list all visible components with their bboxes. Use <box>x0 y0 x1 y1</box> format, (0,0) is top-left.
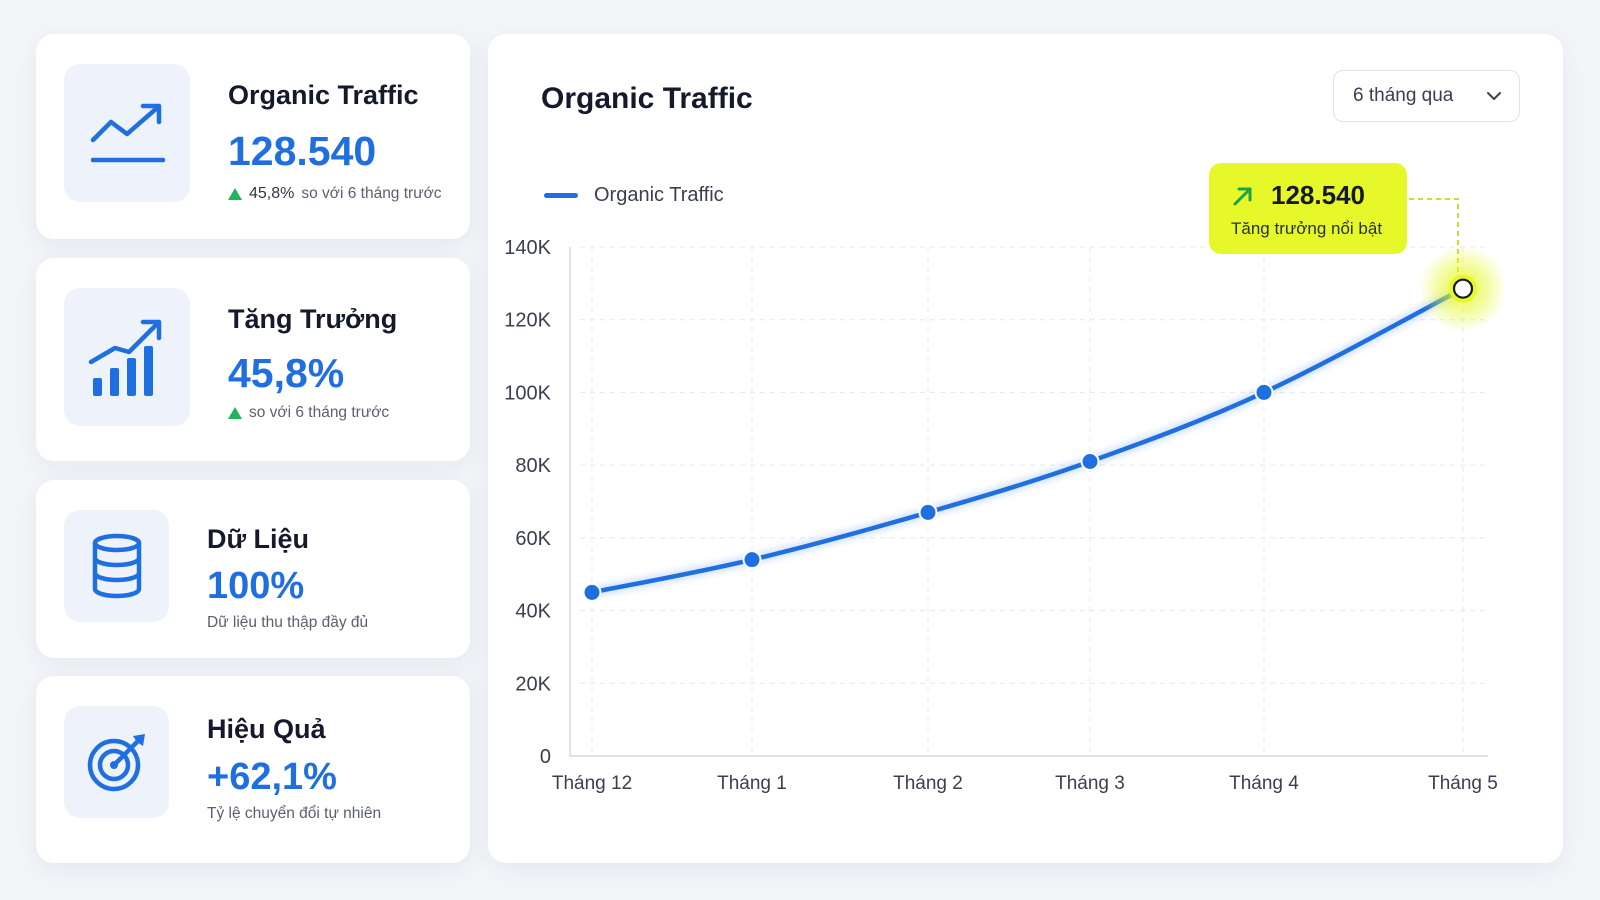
y-tick-label: 20K <box>515 673 551 695</box>
kpi-note: Dữ liệu thu thập đầy đủ <box>207 614 369 631</box>
chart-title: Organic Traffic <box>541 82 753 115</box>
kpi-value: +62,1% <box>207 756 337 798</box>
legend-swatch <box>544 193 578 198</box>
kpi-value: 45,8% <box>228 350 345 396</box>
series-line-glow <box>591 285 1465 597</box>
data-point <box>582 582 602 602</box>
callout-label: Tăng trưởng nổi bật <box>1231 219 1383 238</box>
x-tick-label: Tháng 3 <box>1055 773 1125 794</box>
arrow-up-right-icon <box>1233 187 1252 205</box>
data-point <box>1254 382 1274 402</box>
chart-legend: Organic Traffic <box>544 184 724 207</box>
up-triangle-icon <box>228 407 242 419</box>
data-point <box>918 502 938 522</box>
kpi-title: Tăng Trưởng <box>228 304 398 334</box>
kpi-card-efficiency: Hiệu Quả +62,1% Tỷ lệ chuyển đổi tự nhiê… <box>36 676 470 863</box>
kpi-card-data: Dữ Liệu 100% Dữ liệu thu thập đầy đủ <box>36 480 470 658</box>
kpi-title: Organic Traffic <box>228 80 419 110</box>
kpi-change: so với 6 tháng trước <box>228 404 389 422</box>
callout-value: 128.540 <box>1271 180 1365 210</box>
kpi-note: Tỷ lệ chuyển đổi tự nhiên <box>207 805 382 822</box>
target-icon <box>87 734 145 792</box>
kpi-card-organic-traffic: Organic Traffic 128.540 45,8% so với 6 t… <box>36 34 470 239</box>
y-tick-label: 60K <box>515 528 551 550</box>
target-icon-box <box>64 706 169 818</box>
kpi-value: 128.540 <box>228 128 377 174</box>
y-tick-label: 120K <box>504 310 551 332</box>
y-tick-label: 40K <box>515 601 551 623</box>
database-icon <box>92 533 141 599</box>
x-tick-label: Tháng 4 <box>1229 773 1299 794</box>
x-tick-label: Tháng 1 <box>717 773 787 794</box>
kpi-note: so với 6 tháng trước <box>249 404 390 421</box>
bar-growth-icon <box>88 319 162 396</box>
trend-line-icon-box <box>64 64 190 202</box>
range-select[interactable]: 6 tháng qua <box>1333 70 1520 122</box>
kpi-title: Dữ Liệu <box>207 524 310 554</box>
x-tick-label: Tháng 12 <box>552 773 632 794</box>
kpi-title: Hiệu Quả <box>207 714 326 744</box>
series-line <box>589 286 1466 595</box>
y-tick-label: 80K <box>515 455 551 477</box>
y-tick-label: 0 <box>540 746 551 768</box>
data-point <box>742 550 762 570</box>
line-chart: 0 20K 40K 60K 80K 100K 120K 140K Tháng 12 Tháng 1… <box>504 198 1507 794</box>
bar-growth-icon-box <box>64 288 190 426</box>
chevron-down-icon <box>1487 92 1501 100</box>
data-point <box>1080 452 1100 472</box>
y-tick-label: 140K <box>504 237 551 259</box>
chart-card: Organic Traffic 6 tháng qua Organic Traf… <box>488 34 1563 863</box>
kpi-card-growth: Tăng Trưởng 45,8% so với 6 tháng trước <box>36 258 470 461</box>
x-tick-label: Tháng 5 <box>1428 773 1498 794</box>
highlight-callout: 128.540 Tăng trưởng nổi bật <box>1209 163 1407 254</box>
up-triangle-icon <box>228 188 242 200</box>
highlight-point <box>1452 278 1474 299</box>
kpi-change: 45,8% so với 6 tháng trước <box>228 185 442 203</box>
x-tick-label: Tháng 2 <box>893 773 963 794</box>
legend-label: Organic Traffic <box>594 184 724 206</box>
kpi-value: 100% <box>207 565 305 607</box>
kpi-change-percent: 45,8% <box>249 185 295 202</box>
database-icon-box <box>64 510 169 622</box>
trend-line-icon <box>90 103 166 163</box>
y-tick-label: 100K <box>504 382 551 404</box>
kpi-note: so với 6 tháng trước <box>301 185 442 202</box>
range-select-value: 6 tháng qua <box>1353 85 1454 106</box>
